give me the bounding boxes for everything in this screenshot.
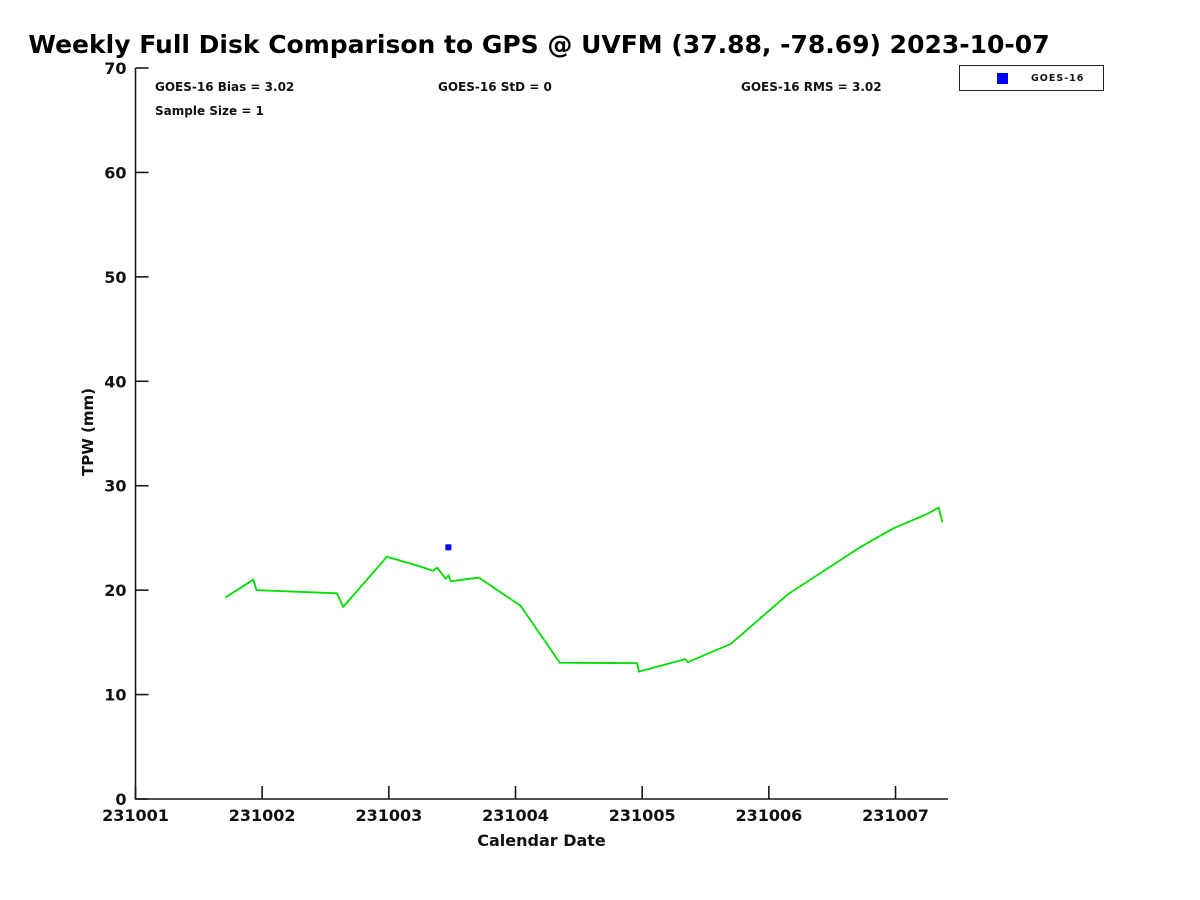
stat-std: GOES-16 StD = 0 xyxy=(438,80,552,94)
stat-sample-size: Sample Size = 1 xyxy=(155,104,264,118)
x-tick-label: 231006 xyxy=(735,806,802,825)
legend-square-marker-icon xyxy=(997,72,1008,84)
series-line-gps xyxy=(224,506,944,673)
x-tick-label: 231005 xyxy=(609,806,676,825)
y-tick-label: 30 xyxy=(104,477,126,496)
x-axis-label: Calendar Date xyxy=(477,831,606,850)
y-axis-label: TPW (mm) xyxy=(79,388,97,476)
x-tick-label: 231002 xyxy=(229,806,296,825)
y-tick-label: 40 xyxy=(104,372,126,391)
y-tick-label: 0 xyxy=(115,790,126,809)
series-marker-goes-16 xyxy=(445,544,452,551)
stat-rms: GOES-16 RMS = 3.02 xyxy=(741,80,882,94)
x-tick-label: 231007 xyxy=(862,806,929,825)
y-tick-label: 50 xyxy=(104,268,126,287)
y-tick-label: 70 xyxy=(104,59,126,78)
y-tick-label: 60 xyxy=(104,163,126,182)
chart-title: Weekly Full Disk Comparison to GPS @ UVF… xyxy=(28,30,1050,59)
x-tick-label: 231004 xyxy=(482,806,549,825)
y-tick-label: 10 xyxy=(104,686,126,705)
stat-bias: GOES-16 Bias = 3.02 xyxy=(155,80,295,94)
y-tick-label: 20 xyxy=(104,581,126,600)
x-tick-label: 231003 xyxy=(355,806,422,825)
legend-label: GOES-16 xyxy=(1031,72,1085,84)
legend: GOES-16 xyxy=(959,65,1104,91)
x-tick-label: 231001 xyxy=(102,806,169,825)
